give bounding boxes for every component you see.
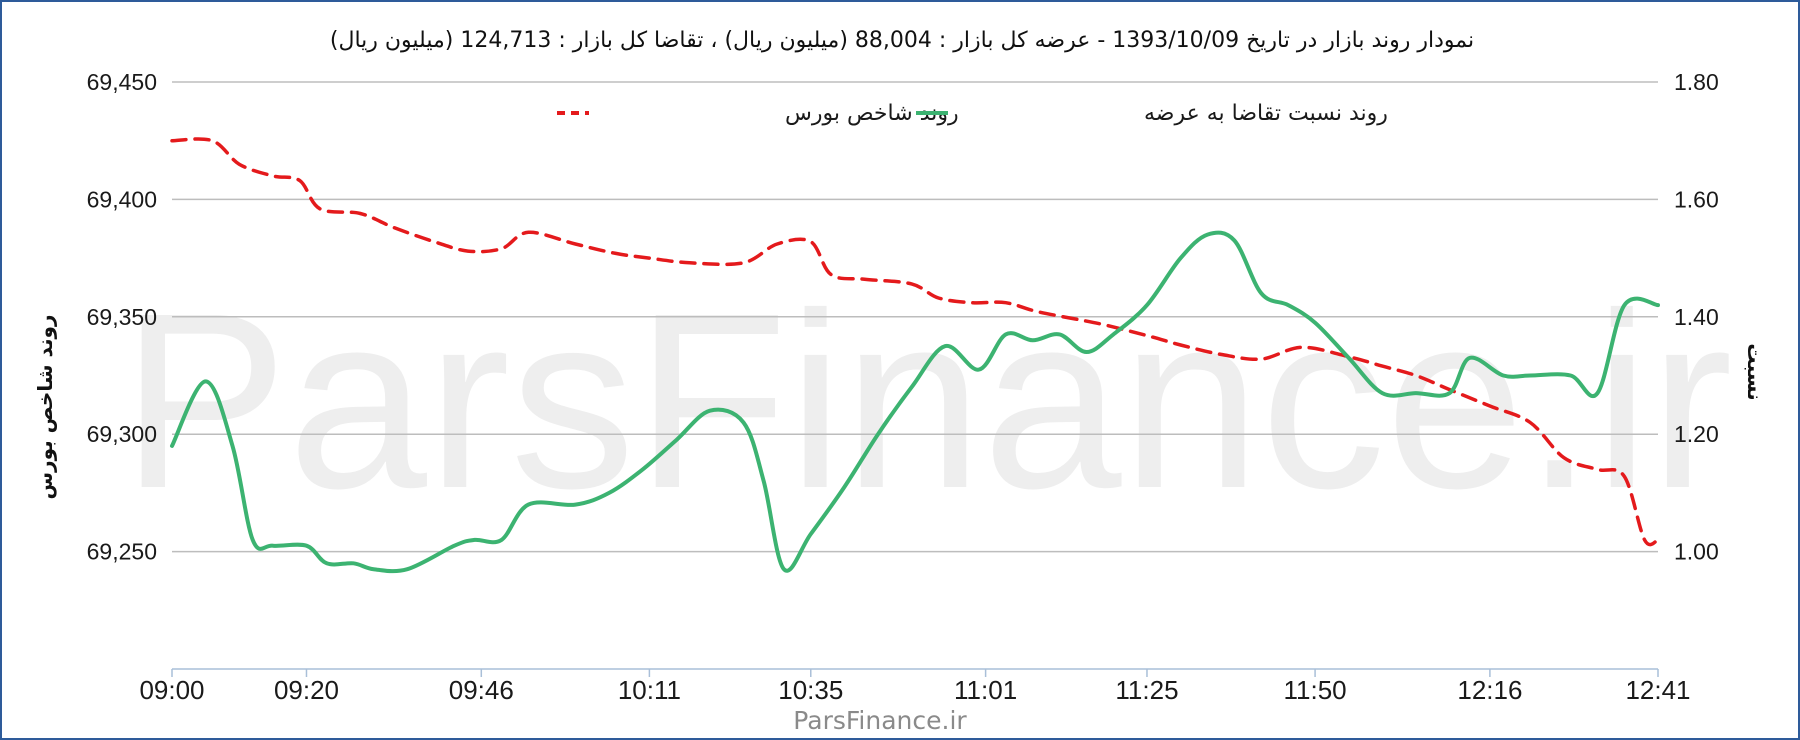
y-axis-left: 69,450 69,400 69,350 69,300 69,250 [87, 69, 157, 565]
grid-lines [172, 81, 1658, 553]
y-right-tick-label: 1.60 [1674, 186, 1719, 212]
footer-text: ParsFinance.ir [793, 706, 967, 735]
y-left-tick-label: 69,250 [87, 539, 157, 565]
x-tick-label: 12:41 [1625, 675, 1690, 705]
x-tick-label: 09:00 [139, 675, 204, 705]
y-axis-right: 1.80 1.60 1.40 1.20 1.00 [1674, 69, 1719, 565]
y-right-tick-label: 1.40 [1674, 304, 1719, 330]
y-left-tick-label: 69,300 [87, 421, 157, 447]
chart-title: نمودار روند بازار در تاریخ 1393/10/09 - … [329, 28, 1475, 53]
y-axis-left-label: روند شاخص بورس [33, 315, 57, 500]
watermark-text: ParsFinance.ir [121, 261, 1733, 540]
legend-label: روند نسبت تقاضا به عرضه [1144, 101, 1388, 126]
y-left-tick-label: 69,450 [87, 69, 157, 95]
series-line-2 [170, 230, 1660, 574]
series-group [170, 137, 1660, 574]
y-left-tick-label: 69,400 [87, 186, 157, 212]
x-tick-label: 10:11 [618, 675, 681, 705]
x-tick-label: 09:46 [449, 675, 514, 705]
x-tick-label: 11:50 [1284, 675, 1347, 705]
x-tick-label: 12:16 [1457, 675, 1522, 705]
y-axis-right-label: نسبت [1743, 343, 1767, 400]
y-left-tick-label: 69,350 [87, 304, 157, 330]
y-right-tick-label: 1.00 [1674, 539, 1719, 565]
x-tick-label: 09:20 [274, 675, 339, 705]
x-tick-label: 11:25 [1115, 675, 1178, 705]
x-tick-label: 10:35 [778, 675, 843, 705]
x-tick-label: 11:01 [954, 675, 1017, 705]
x-axis: 09:00 09:20 09:46 10:11 10:35 11:01 11:25 11:50… [139, 668, 1691, 705]
y-right-tick-label: 1.20 [1674, 421, 1719, 447]
series-line-1 [170, 137, 1660, 547]
legend: روند شاخص بورس روند نسبت تقاضا به عرضه [557, 101, 1388, 126]
y-right-tick-label: 1.80 [1674, 69, 1719, 95]
